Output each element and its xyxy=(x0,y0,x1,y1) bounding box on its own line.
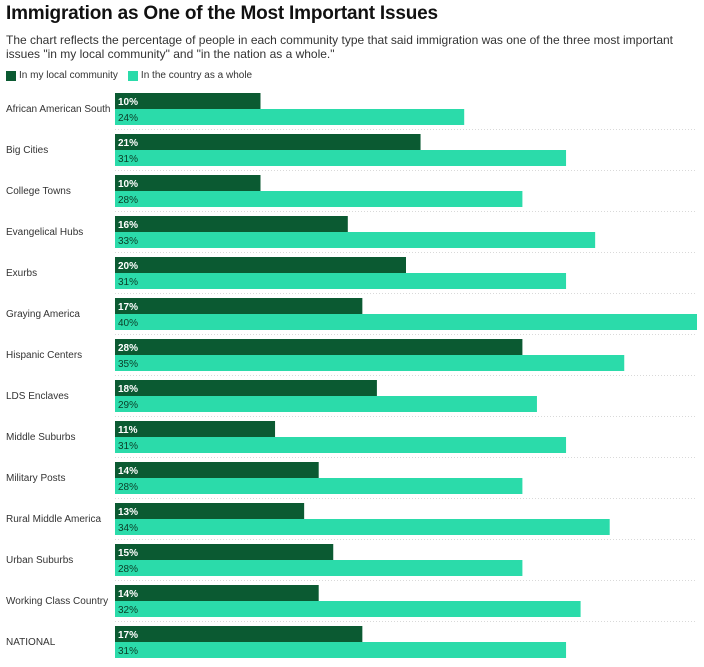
bar-local xyxy=(115,585,319,601)
data-label-local: 10% xyxy=(118,179,138,190)
data-label-local: 15% xyxy=(118,548,138,559)
chart-subtitle: The chart reflects the percentage of peo… xyxy=(6,33,674,61)
bar-local xyxy=(115,462,319,478)
bar-local xyxy=(115,93,261,109)
category-label: Evangelical Hubs xyxy=(6,227,83,238)
data-label-local: 18% xyxy=(118,384,138,395)
data-label-local: 17% xyxy=(118,302,138,313)
legend-item-local: In my local community xyxy=(6,70,118,81)
data-label-country: 28% xyxy=(118,482,138,493)
category-label: Urban Suburbs xyxy=(6,555,73,566)
bar-local xyxy=(115,175,261,191)
bar-country xyxy=(115,642,567,658)
bar-local xyxy=(115,421,276,437)
category-label: LDS Enclaves xyxy=(6,391,69,402)
data-label-country: 32% xyxy=(118,605,138,616)
data-label-local: 28% xyxy=(118,343,138,354)
bar-country xyxy=(115,150,567,166)
bar-local xyxy=(115,339,523,355)
bar-country xyxy=(115,396,537,412)
bar-country xyxy=(115,314,697,330)
bar-country xyxy=(115,355,625,371)
data-label-country: 40% xyxy=(118,318,138,329)
data-label-local: 13% xyxy=(118,507,138,518)
data-label-country: 29% xyxy=(118,400,138,411)
data-label-local: 14% xyxy=(118,466,138,477)
bar-local xyxy=(115,544,334,560)
legend-label-local: In my local community xyxy=(19,70,118,81)
data-label-country: 28% xyxy=(118,564,138,575)
category-label: Middle Suburbs xyxy=(6,432,75,443)
bar-country xyxy=(115,273,567,289)
data-label-country: 24% xyxy=(118,113,138,124)
data-label-country: 31% xyxy=(118,154,138,165)
data-label-local: 16% xyxy=(118,220,138,231)
data-label-local: 20% xyxy=(118,261,138,272)
data-label-country: 31% xyxy=(118,646,138,657)
bar-country xyxy=(115,191,523,207)
category-label: College Towns xyxy=(6,186,71,197)
bar-country xyxy=(115,437,567,453)
data-label-local: 11% xyxy=(118,425,138,436)
bar-country xyxy=(115,560,523,576)
legend-item-country: In the country as a whole xyxy=(127,70,253,81)
bar-country xyxy=(115,109,465,125)
category-label: Exurbs xyxy=(6,268,37,279)
data-label-country: 33% xyxy=(118,236,138,247)
data-label-country: 35% xyxy=(118,359,138,370)
data-label-country: 34% xyxy=(118,523,138,534)
data-label-local: 10% xyxy=(118,97,138,108)
category-label: Hispanic Centers xyxy=(6,350,82,361)
data-label-country: 31% xyxy=(118,277,138,288)
bar-country xyxy=(115,601,581,617)
data-label-local: 17% xyxy=(118,630,138,641)
category-label: African American South xyxy=(6,104,111,115)
legend: In my local community In the country as … xyxy=(6,70,262,81)
category-label: Working Class Country xyxy=(6,596,108,607)
chart-title: Immigration as One of the Most Important… xyxy=(6,3,438,24)
legend-swatch-country xyxy=(127,70,138,81)
bar-country xyxy=(115,478,523,494)
bar-local xyxy=(115,626,363,642)
category-label: Big Cities xyxy=(6,145,48,156)
bar-local xyxy=(115,380,377,396)
data-label-country: 31% xyxy=(118,441,138,452)
bar-country xyxy=(115,232,596,248)
bar-local xyxy=(115,134,421,150)
bar-country xyxy=(115,519,610,535)
bar-local xyxy=(115,503,305,519)
category-label: Rural Middle America xyxy=(6,514,101,525)
data-label-local: 14% xyxy=(118,589,138,600)
category-label: Graying America xyxy=(6,309,80,320)
legend-label-country: In the country as a whole xyxy=(140,70,253,81)
bar-local xyxy=(115,257,406,273)
data-label-local: 21% xyxy=(118,138,138,149)
category-label: NATIONAL xyxy=(6,637,56,648)
data-label-country: 28% xyxy=(118,195,138,206)
legend-swatch-local xyxy=(6,70,16,81)
bar-local xyxy=(115,216,348,232)
category-label: Military Posts xyxy=(6,473,65,484)
bar-local xyxy=(115,298,363,314)
